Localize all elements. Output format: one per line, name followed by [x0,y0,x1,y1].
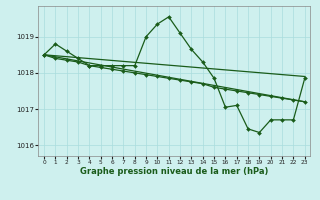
X-axis label: Graphe pression niveau de la mer (hPa): Graphe pression niveau de la mer (hPa) [80,167,268,176]
